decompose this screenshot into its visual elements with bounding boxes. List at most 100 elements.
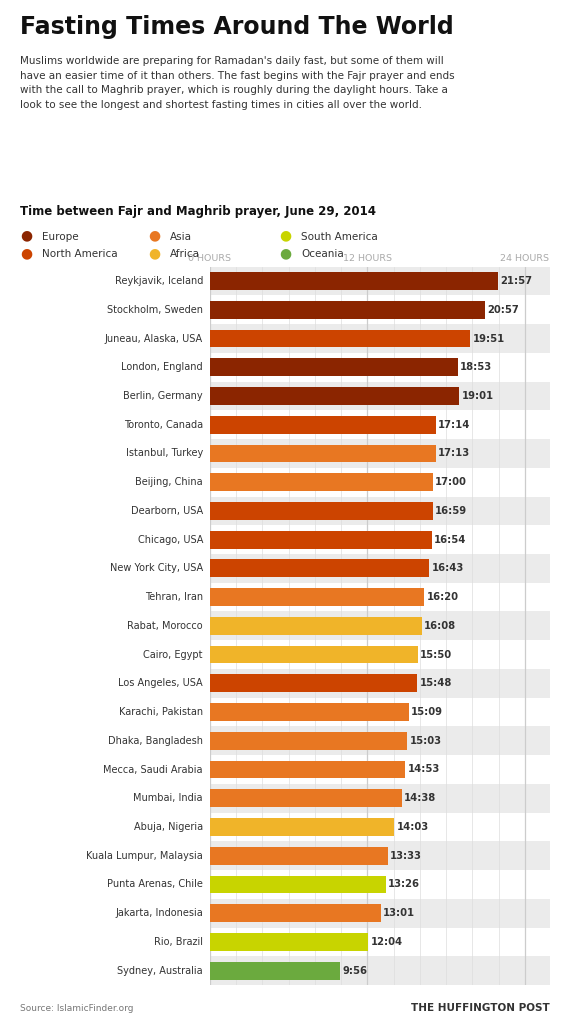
Text: Source: IslamicFinder.org: Source: IslamicFinder.org (20, 1003, 133, 1013)
Text: 14:38: 14:38 (404, 793, 436, 803)
Text: London, England: London, England (121, 362, 203, 372)
Bar (210, 387, 459, 405)
Bar (210, 353, 550, 382)
Bar (210, 904, 381, 922)
Text: Asia: Asia (170, 232, 192, 242)
Text: South America: South America (301, 232, 378, 242)
Text: New York City, USA: New York City, USA (110, 563, 203, 574)
Text: Stockholm, Sweden: Stockholm, Sweden (107, 305, 203, 315)
Text: 16:59: 16:59 (435, 506, 467, 516)
Text: ●: ● (20, 246, 32, 261)
Text: Dearborn, USA: Dearborn, USA (131, 506, 203, 516)
Bar (210, 617, 422, 635)
Bar (210, 640, 550, 669)
Bar (210, 846, 388, 865)
Bar (210, 961, 340, 980)
Bar (210, 554, 550, 583)
Bar (210, 645, 418, 664)
Text: Abuja, Nigeria: Abuja, Nigeria (134, 822, 203, 832)
Text: Los Angeles, USA: Los Angeles, USA (119, 678, 203, 688)
Text: 14:03: 14:03 (396, 822, 429, 832)
Bar (210, 473, 433, 491)
Text: 15:09: 15:09 (411, 707, 443, 717)
Text: ●: ● (20, 229, 32, 243)
Bar (210, 358, 458, 377)
Bar (210, 813, 550, 841)
Text: Chicago, USA: Chicago, USA (137, 535, 203, 545)
Text: 12:04: 12:04 (370, 937, 402, 947)
Bar (210, 301, 485, 319)
Text: ●: ● (148, 246, 160, 261)
Text: 16:54: 16:54 (434, 535, 466, 545)
Text: Sydney, Australia: Sydney, Australia (117, 965, 203, 976)
Text: Karachi, Pakistan: Karachi, Pakistan (119, 707, 203, 717)
Text: ●: ● (148, 229, 160, 243)
Bar (210, 669, 550, 698)
Bar (210, 267, 550, 295)
Bar (210, 784, 550, 813)
Bar (210, 870, 550, 899)
Bar (210, 272, 498, 290)
Bar (210, 444, 436, 463)
Bar (210, 698, 550, 726)
Bar (210, 899, 550, 928)
Text: 14:53: 14:53 (408, 764, 439, 775)
Text: 17:00: 17:00 (435, 477, 467, 487)
Text: 19:01: 19:01 (462, 391, 494, 401)
Text: Europe: Europe (42, 232, 78, 242)
Text: 17:13: 17:13 (438, 448, 470, 459)
Bar (210, 382, 550, 410)
Text: Tehran, Iran: Tehran, Iran (145, 592, 203, 602)
Bar (210, 525, 550, 554)
Text: North America: North America (42, 249, 117, 260)
Bar (210, 329, 470, 348)
Bar (210, 324, 550, 353)
Text: 13:33: 13:33 (390, 851, 422, 861)
Bar (210, 410, 550, 439)
Bar (210, 875, 386, 894)
Bar (210, 928, 550, 956)
Text: Jakarta, Indonesia: Jakarta, Indonesia (115, 908, 203, 918)
Bar (210, 502, 433, 520)
Bar (210, 588, 424, 606)
Bar (210, 933, 368, 951)
Text: Muslims worldwide are preparing for Ramadan's daily fast, but some of them will
: Muslims worldwide are preparing for Rama… (20, 56, 455, 110)
Text: ●: ● (279, 246, 291, 261)
Text: Africa: Africa (170, 249, 200, 260)
Bar (210, 726, 550, 755)
Text: Beijing, China: Beijing, China (135, 477, 203, 487)
Bar (210, 583, 550, 611)
Text: 16:43: 16:43 (431, 563, 463, 574)
Text: 13:01: 13:01 (383, 908, 415, 918)
Text: Time between Fajr and Maghrib prayer, June 29, 2014: Time between Fajr and Maghrib prayer, Ju… (20, 205, 376, 219)
Text: Rabat, Morocco: Rabat, Morocco (127, 621, 203, 631)
Text: 16:08: 16:08 (424, 621, 456, 631)
Text: Reykjavik, Iceland: Reykjavik, Iceland (115, 276, 203, 286)
Text: THE HUFFINGTON POST: THE HUFFINGTON POST (412, 1002, 550, 1013)
Text: 15:03: 15:03 (409, 736, 442, 746)
Bar (210, 755, 550, 784)
Text: Kuala Lumpur, Malaysia: Kuala Lumpur, Malaysia (86, 851, 203, 861)
Bar (210, 559, 429, 578)
Text: 19:51: 19:51 (473, 333, 505, 344)
Bar (210, 295, 550, 324)
Bar (210, 611, 550, 640)
Text: Mumbai, India: Mumbai, India (133, 793, 203, 803)
Bar (210, 439, 550, 468)
Text: 15:48: 15:48 (420, 678, 452, 688)
Text: Oceania: Oceania (301, 249, 344, 260)
Bar (210, 703, 409, 721)
Text: Fasting Times Around The World: Fasting Times Around The World (20, 15, 454, 39)
Text: Istanbul, Turkey: Istanbul, Turkey (125, 448, 203, 459)
Text: 18:53: 18:53 (460, 362, 492, 372)
Text: Cairo, Egypt: Cairo, Egypt (144, 649, 203, 660)
Bar (210, 530, 431, 549)
Text: Rio, Brazil: Rio, Brazil (154, 937, 203, 947)
Text: Punta Arenas, Chile: Punta Arenas, Chile (107, 879, 203, 890)
Text: 15:50: 15:50 (420, 649, 452, 660)
Text: 16:20: 16:20 (426, 592, 458, 602)
Text: Toronto, Canada: Toronto, Canada (124, 420, 203, 430)
Bar (210, 674, 417, 693)
Text: Dhaka, Bangladesh: Dhaka, Bangladesh (108, 736, 203, 746)
Text: Berlin, Germany: Berlin, Germany (123, 391, 203, 401)
